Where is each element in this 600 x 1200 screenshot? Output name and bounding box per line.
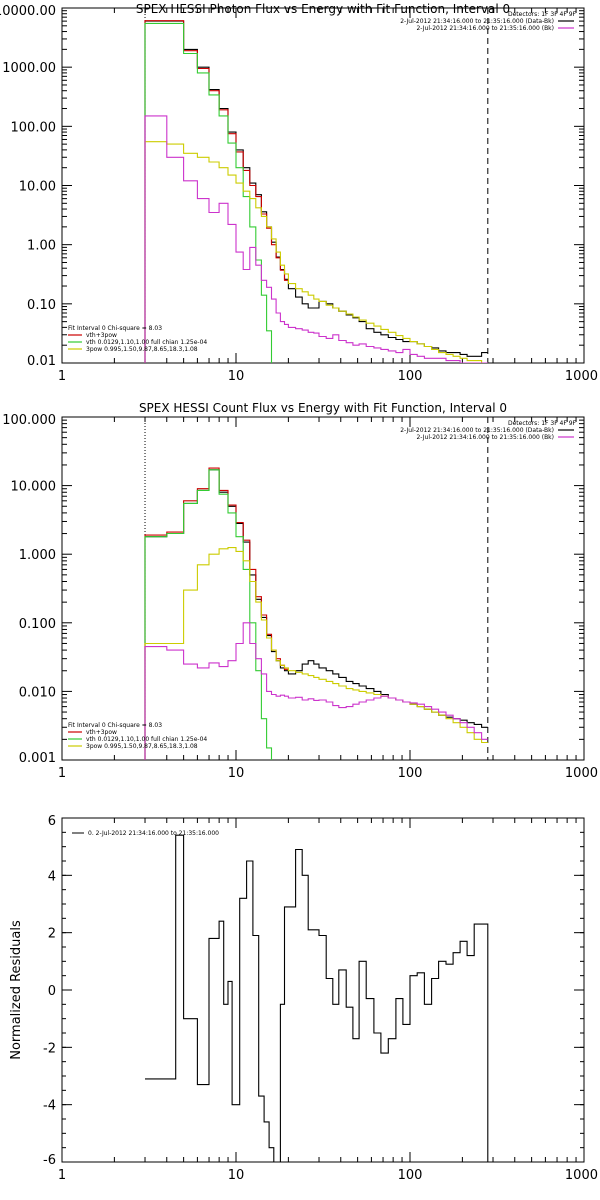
y-tick-label: 6 [48, 814, 56, 829]
legend-entry: 2-Jul-2012 21:34:16.000 to 21:35:16.000 … [400, 427, 554, 434]
legend-entry: 3pow 0.995,1.50,9.87,8.65,18.3,1.08 [86, 346, 198, 353]
x-tick-label: 1000 [565, 369, 598, 384]
legend-entry: Detectors: 1F 3F 4F 9F [508, 420, 577, 427]
legend-entry: vth 0.0129,1.10,1.00 full chian 1.25e-04 [86, 736, 207, 743]
y-tick-label: 0.001 [19, 751, 56, 766]
series-line-3 [144, 141, 488, 363]
x-tick-label: 10 [228, 1168, 245, 1183]
x-tick-label: 1 [58, 1168, 66, 1183]
chart-title: SPEX HESSI Count Flux vs Energy with Fit… [139, 401, 507, 415]
x-tick-label: 10 [228, 766, 245, 781]
legend-entry: 2-Jul-2012 21:34:16.000 to 21:35:16.000 … [416, 25, 554, 32]
legend-entry: Fit Interval 0 Chi-square = 8.03 [68, 722, 162, 729]
legend-entry: vth+3pow [86, 332, 117, 339]
y-tick-label: 10000.00 [0, 4, 56, 19]
x-tick-label: 1 [58, 369, 66, 384]
legend-entry: 2-Jul-2012 21:34:16.000 to 21:35:16.000 … [416, 434, 554, 441]
y-tick-label: 100.00 [11, 120, 57, 135]
x-tick-label: 1 [58, 766, 66, 781]
y-tick-label: 0.010 [19, 685, 56, 700]
legend-entry: vth+3pow [86, 729, 117, 736]
series-line-2 [144, 469, 273, 760]
plot-frame [61, 817, 585, 1163]
y-axis-label: Normalized Residuals [9, 920, 24, 1060]
x-tick-label: 10 [228, 369, 245, 384]
legend-entry: 2-Jul-2012 21:34:16.000 to 21:35:16.000 … [400, 18, 554, 25]
x-tick-label: 1000 [565, 766, 598, 781]
series-line-4 [144, 622, 488, 760]
y-tick-label: 1.00 [27, 239, 56, 254]
legend-entry: 0. 2-Jul-2012 21:34:16.000 to 21:35:16.0… [88, 830, 219, 837]
plot-frame [61, 416, 585, 761]
chart-title: SPEX HESSI Photon Flux vs Energy with Fi… [136, 2, 510, 16]
x-tick-label: 100 [398, 766, 423, 781]
y-tick-label: 10.00 [19, 180, 56, 195]
y-tick-label: 0.01 [27, 354, 56, 369]
x-tick-label: 100 [398, 369, 423, 384]
y-tick-label: -2 [43, 1041, 56, 1056]
y-tick-label: 2 [48, 927, 56, 942]
y-tick-label: 10.000 [11, 480, 57, 495]
x-tick-label: 100 [398, 1168, 423, 1183]
y-tick-label: 0.100 [19, 617, 56, 632]
series-line-1 [144, 467, 289, 760]
series-line-4 [144, 115, 488, 363]
x-tick-label: 1000 [565, 1168, 598, 1183]
y-tick-label: 0 [48, 984, 56, 999]
y-tick-label: 4 [48, 869, 56, 884]
series-line-3 [144, 547, 488, 760]
legend-entry: vth 0.0129,1.10,1.00 full chian 1.25e-04 [86, 339, 207, 346]
legend-entry: Fit Interval 0 Chi-square = 8.03 [68, 325, 162, 332]
y-tick-label: 0.10 [27, 298, 56, 313]
legend-entry: Detectors: 1F 3F 4F 9F [508, 11, 577, 18]
y-tick-label: 100.000 [2, 413, 56, 428]
legend-entry: 3pow 0.995,1.50,9.87,8.65,18.3,1.08 [86, 743, 198, 750]
series-line-0 [145, 834, 489, 1162]
plot-frame [61, 7, 585, 364]
y-tick-label: 1000.00 [2, 61, 56, 76]
y-tick-label: -6 [43, 1153, 56, 1168]
series-line-2 [144, 22, 273, 363]
y-tick-label: 1.000 [19, 548, 56, 563]
series-line-0 [144, 469, 488, 760]
series-line-0 [144, 20, 488, 363]
y-tick-label: -4 [43, 1099, 56, 1114]
